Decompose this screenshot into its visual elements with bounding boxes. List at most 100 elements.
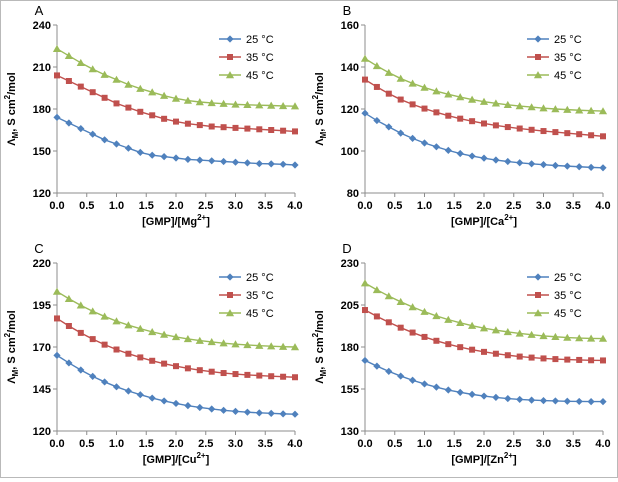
series-marker-diamond [65, 119, 73, 127]
series-marker-triangle [279, 102, 288, 110]
legend-label: 35 °C [246, 52, 274, 64]
series-marker-diamond [587, 163, 595, 171]
legend-item: 25 °C [527, 272, 582, 284]
x-tick-label: 3.0 [228, 438, 243, 450]
series-marker-diamond [53, 113, 61, 121]
series-marker-triangle [112, 317, 121, 325]
series-marker-triangle [384, 292, 393, 300]
x-tick-label: 3.5 [566, 200, 581, 212]
series-marker-triangle [479, 97, 489, 105]
series-marker-triangle [515, 102, 524, 110]
series-marker-triangle [183, 335, 192, 343]
series-marker-square [196, 122, 203, 129]
series-marker-triangle [420, 83, 429, 91]
series-marker-triangle [207, 338, 216, 346]
panel-letter-D: D [342, 241, 351, 256]
series-marker-square [173, 118, 179, 125]
series-marker-triangle [384, 68, 393, 76]
series-marker-triangle [100, 312, 109, 320]
series-marker-triangle [551, 332, 560, 340]
series-marker-square [564, 130, 571, 137]
series-marker-triangle [444, 315, 453, 323]
x-tick-label: 3.5 [258, 438, 273, 450]
series-marker-diamond [516, 395, 524, 404]
y-tick-label: 240 [33, 20, 51, 32]
series-marker-diamond [409, 376, 417, 384]
series-marker-diamond [373, 116, 381, 125]
series-marker-triangle [587, 106, 596, 114]
y-tick-label: 195 [33, 300, 51, 312]
legend-item: 45 °C [219, 308, 274, 320]
series-marker-triangle [207, 99, 216, 107]
y-tick-label: 205 [341, 300, 359, 312]
series-marker-square [421, 333, 428, 340]
legend-item: 35 °C [527, 290, 582, 302]
series-marker-square [600, 133, 606, 140]
series-marker-diamond [361, 356, 369, 365]
series-marker-square [457, 115, 464, 122]
y-axis-title: ΛM, S cm2/mol [3, 72, 20, 146]
legend-marker-square [535, 54, 541, 60]
legend-marker-square [227, 54, 233, 60]
series-marker-square [588, 132, 595, 139]
series-marker-triangle [491, 99, 500, 107]
series-marker-square [54, 315, 60, 322]
series-marker-square [268, 373, 275, 380]
series-marker-diamond [575, 397, 583, 406]
y-tick-label: 150 [33, 146, 51, 158]
legend-marker-triangle [225, 71, 235, 79]
series-marker-diamond [528, 160, 536, 168]
series-marker-diamond [231, 407, 240, 415]
series-marker-square [280, 127, 287, 134]
series-marker-square [516, 125, 523, 132]
series-marker-triangle [503, 100, 512, 108]
legend-item: 25 °C [219, 272, 274, 284]
series-marker-square [528, 354, 535, 361]
series-marker-triangle [255, 101, 264, 109]
series-marker-square [125, 350, 132, 357]
legend-label: 35 °C [554, 290, 582, 302]
series-marker-triangle [160, 91, 169, 99]
series-marker-triangle [432, 312, 441, 320]
series-marker-triangle [148, 88, 157, 96]
series-marker-triangle [195, 98, 204, 106]
series-marker-square [184, 365, 191, 372]
series-marker-diamond [220, 406, 228, 414]
x-tick-label: 4.0 [287, 200, 302, 212]
series-marker-diamond [373, 362, 381, 370]
series-marker-square [244, 125, 251, 132]
series-marker-square [409, 329, 416, 336]
x-tick-label: 0.5 [79, 438, 94, 450]
series-marker-diamond [112, 140, 121, 148]
series-marker-diamond [492, 393, 500, 401]
series-marker-square [397, 324, 404, 331]
series-marker-square [492, 350, 499, 357]
chart-svg-C: C 120 145 170 195 220 0.0 0.5 1.0 1.5 2.0 2.5 3.0 3.5… [3, 241, 303, 466]
series-marker-diamond [136, 148, 144, 156]
series-marker-diamond [291, 410, 299, 418]
chart-svg-B: B 80 100 120 140 160 0.0 0.5 1.0 1.5 2.0 2.5 3.0 3.5 4… [311, 3, 611, 228]
series-marker-triangle [219, 99, 228, 107]
x-tick-label: 2.0 [168, 200, 183, 212]
series-marker-triangle [231, 100, 240, 108]
series-marker-triangle [539, 104, 548, 112]
series-marker-diamond [480, 154, 488, 162]
series-marker-square [208, 368, 215, 375]
series-marker-diamond [124, 144, 132, 152]
series-marker-diamond [255, 409, 263, 417]
legend-item: 25 °C [219, 34, 274, 46]
y-tick-label: 130 [341, 426, 359, 438]
series-marker-square [504, 124, 511, 131]
x-tick-label: 3.0 [536, 438, 551, 450]
series-marker-diamond [196, 156, 204, 164]
series-marker-square [292, 374, 298, 381]
series-marker-diamond [361, 109, 369, 117]
series-marker-square [256, 126, 263, 133]
x-tick-label: 1.0 [417, 200, 432, 212]
series-marker-triangle [598, 107, 608, 115]
legend-item: 25 °C [527, 34, 582, 46]
x-tick-label: 4.0 [595, 438, 610, 450]
series-marker-triangle [219, 339, 228, 347]
x-tick-label: 0.0 [49, 438, 64, 450]
series-marker-triangle [76, 301, 85, 309]
